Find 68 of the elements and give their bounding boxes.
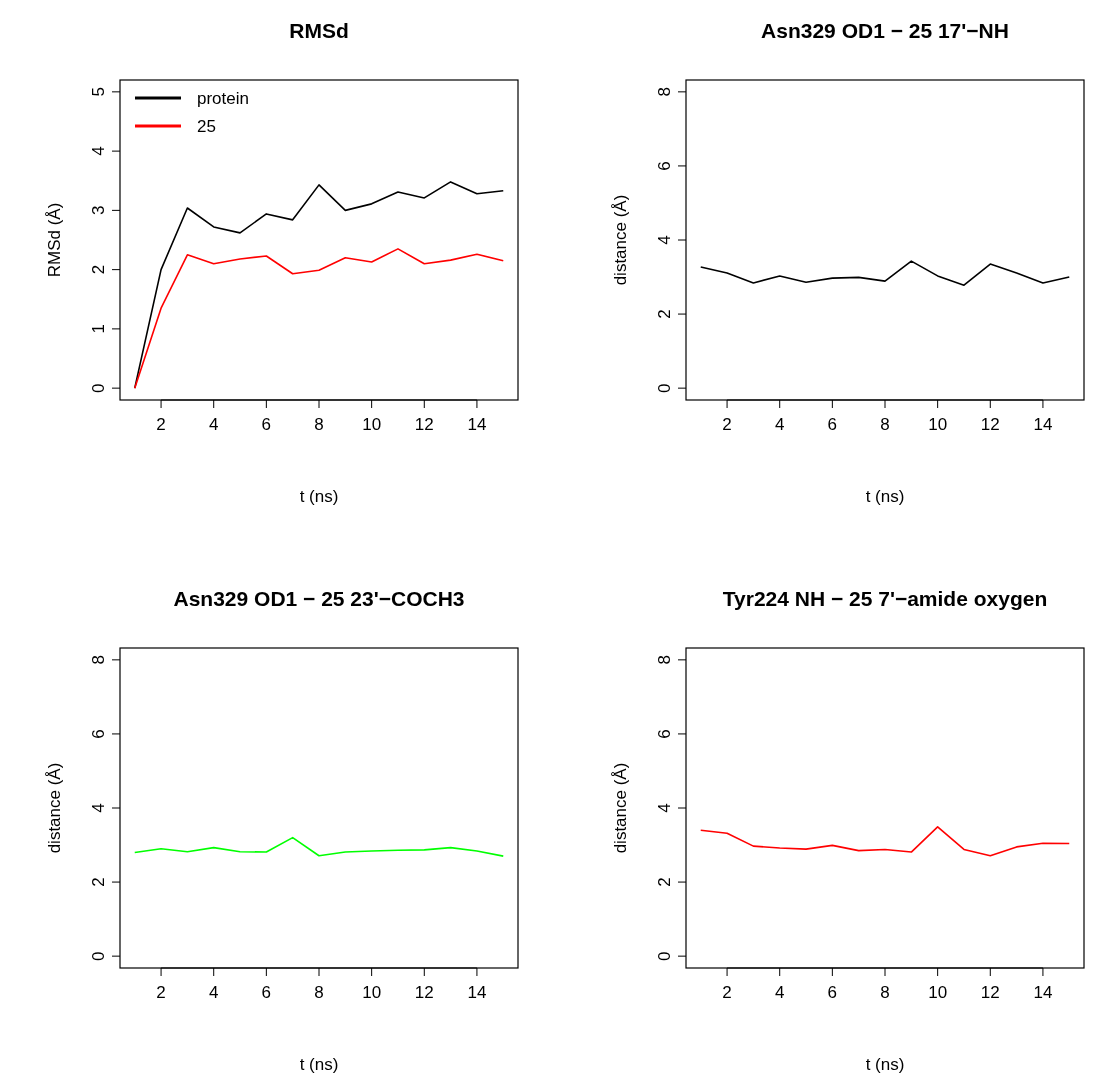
x-tick-label: 6: [261, 983, 272, 1002]
y-tick-label: 2: [655, 877, 674, 887]
chart-title: Tyr224 NH − 25 7'−amide oxygen: [722, 587, 1048, 610]
x-tick-label: 12: [414, 983, 434, 1002]
x-tick-label: 6: [827, 983, 838, 1002]
y-tick-label: 0: [655, 951, 674, 961]
chart-title: RMSd: [289, 19, 349, 42]
x-tick-label: 10: [928, 983, 948, 1002]
x-tick-label: 2: [156, 983, 166, 1002]
x-axis-title: t (ns): [299, 1055, 339, 1074]
y-tick-label: 0: [655, 383, 674, 393]
y-tick-label: 2: [89, 877, 108, 887]
y-tick-label: 8: [655, 87, 674, 97]
x-tick-label: 12: [980, 415, 1000, 434]
y-tick-label: 4: [89, 803, 108, 813]
y-tick-label: 3: [89, 205, 108, 216]
line-series: [699, 260, 1071, 286]
y-axis-title: distance (Å): [611, 762, 630, 854]
x-tick-label: 4: [774, 983, 785, 1002]
x-tick-label: 14: [1033, 415, 1053, 434]
x-tick-label: 14: [467, 415, 487, 434]
x-axis-title: t (ns): [865, 1055, 905, 1074]
line-series: [133, 836, 505, 857]
y-tick-label: 8: [655, 655, 674, 665]
line-series: [133, 181, 505, 389]
x-tick-label: 2: [722, 415, 732, 434]
x-tick-label: 6: [261, 415, 272, 434]
y-tick-label: 5: [89, 87, 108, 97]
y-tick-label: 8: [89, 655, 108, 665]
x-axis-title: t (ns): [299, 487, 339, 506]
y-axis-title: distance (Å): [45, 762, 64, 854]
y-axis-title: distance (Å): [611, 194, 630, 286]
x-tick-label: 12: [980, 983, 1000, 1002]
y-tick-label: 4: [89, 146, 108, 156]
y-tick-label: 4: [655, 235, 674, 245]
y-tick-label: 6: [655, 161, 674, 171]
y-axis-title: RMSd (Å): [45, 202, 64, 278]
y-tick-label: 6: [655, 729, 674, 739]
line-series: [133, 248, 505, 389]
x-tick-label: 10: [928, 415, 948, 434]
legend-label: protein: [197, 89, 249, 108]
chart-title: Asn329 OD1 − 25 17'−NH: [761, 19, 1009, 42]
x-tick-label: 8: [314, 415, 324, 434]
x-tick-label: 14: [467, 983, 487, 1002]
legend-label: 25: [197, 117, 216, 136]
x-tick-label: 2: [722, 983, 732, 1002]
x-tick-label: 6: [827, 415, 838, 434]
x-axis-title: t (ns): [865, 487, 905, 506]
y-tick-label: 2: [655, 309, 674, 319]
x-tick-label: 12: [414, 415, 434, 434]
x-tick-label: 2: [156, 415, 166, 434]
x-tick-label: 10: [362, 415, 382, 434]
x-tick-label: 4: [774, 415, 785, 434]
x-tick-label: 4: [208, 983, 219, 1002]
x-tick-label: 8: [880, 983, 890, 1002]
x-tick-label: 14: [1033, 983, 1053, 1002]
y-tick-label: 0: [89, 951, 108, 961]
x-tick-label: 8: [314, 983, 324, 1002]
line-series: [699, 826, 1071, 857]
y-tick-label: 6: [89, 729, 108, 739]
x-tick-label: 4: [208, 415, 219, 434]
y-tick-label: 0: [89, 383, 108, 393]
chart-title: Asn329 OD1 − 25 23'−COCH3: [173, 587, 465, 610]
y-tick-label: 4: [655, 803, 674, 813]
x-tick-label: 8: [880, 415, 890, 434]
x-tick-label: 10: [362, 983, 382, 1002]
y-tick-label: 2: [89, 264, 108, 275]
y-tick-label: 1: [89, 324, 108, 334]
